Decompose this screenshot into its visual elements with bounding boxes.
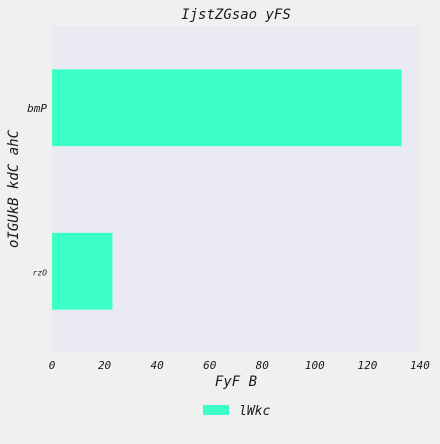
legend: lWkc: [203, 404, 270, 419]
y-axis-label: oIGUkB kdC ahC: [6, 129, 22, 248]
x-tick-label-60: 60: [203, 359, 217, 372]
legend-label: lWkc: [239, 404, 270, 419]
bar-bmP: [52, 69, 402, 146]
y-tick-label-bmP: bmP: [27, 102, 47, 115]
legend-swatch: [203, 405, 229, 415]
x-axis-label: FyF B: [215, 374, 257, 390]
y-tick-label-rzO: rzO: [33, 268, 48, 277]
bar-rzO: [52, 233, 112, 310]
x-tick-label-140: 140: [410, 359, 430, 372]
x-tick-label-80: 80: [256, 359, 270, 372]
chart-title: IjstZGsao yFS: [181, 7, 291, 23]
x-tick-label-0: 0: [49, 359, 56, 372]
x-tick-label-120: 120: [357, 359, 377, 372]
x-tick-label-100: 100: [305, 359, 325, 372]
x-tick-label-20: 20: [98, 359, 112, 372]
x-tick-label-40: 40: [151, 359, 165, 372]
